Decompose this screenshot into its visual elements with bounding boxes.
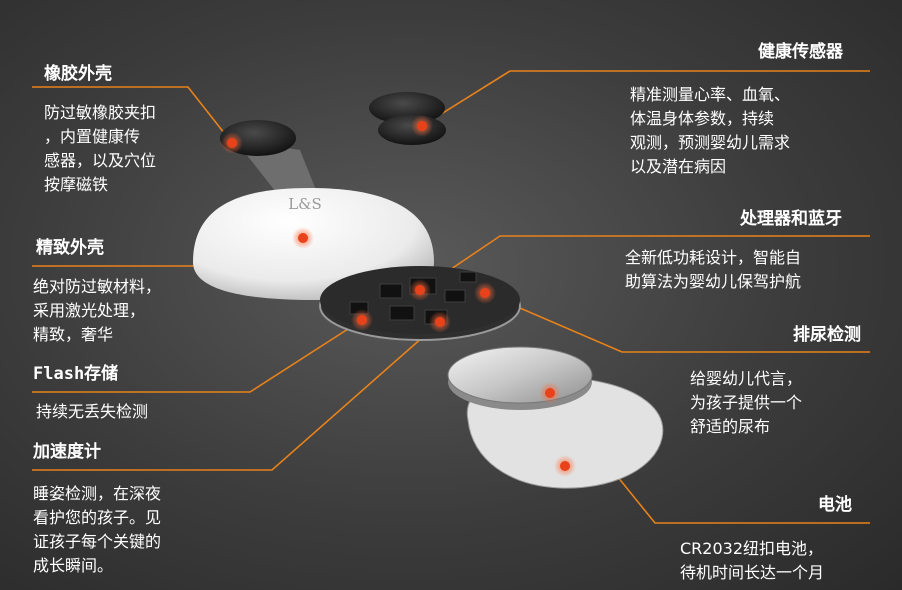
processor-title: 处理器和蓝牙 [740, 209, 842, 229]
leader-rubber-shell [32, 86, 233, 144]
dot-accelerometer [429, 311, 451, 333]
health-sensor-desc: 精准测量心率、血氧、 体温身体参数，持续 观测，预测婴幼儿需求 以及潜在病因 [630, 85, 791, 176]
leader-flash [32, 319, 363, 393]
fine-shell-title: 精致外壳 [36, 238, 104, 258]
dot-urine [474, 282, 496, 304]
flash-desc: 持续无丢失检测 [36, 402, 149, 421]
leader-accelerometer [32, 321, 441, 471]
accelerometer-desc: 睡姿检测，在深夜 看护您的孩子。见 证孩子每个关键的 成长瞬间。 [33, 484, 162, 575]
shell-logo: L&S [288, 195, 322, 213]
accelerometer-title: 加速度计 [33, 442, 101, 462]
leader-lines [32, 70, 870, 524]
processor-desc: 全新低功耗设计，智能自 助算法为婴幼儿保驾护航 [625, 248, 802, 291]
rubber-shell-title: 橡胶外壳 [44, 64, 112, 84]
battery-title: 电池 [818, 495, 852, 515]
dot-rubber-shell [221, 132, 243, 154]
indicator-dots [221, 115, 576, 477]
battery-desc: CR2032纽扣电池， 待机时间长达一个月 [680, 539, 825, 582]
health-sensor-title: 健康传感器 [758, 42, 843, 62]
fine-shell-desc: 绝对防过敏材料， 采用激光处理， 精致，奢华 [33, 277, 162, 344]
dot-processor [409, 279, 431, 301]
dot-flash [351, 309, 373, 331]
rubber-shell-desc: 防过敏橡胶夹扣 ，内置健康传 感器，以及穴位 按摩磁铁 [44, 103, 157, 194]
leader-urine [484, 292, 870, 353]
dot-health-sensor [411, 115, 433, 137]
leader-health-sensor [421, 70, 870, 127]
urine-title: 排尿检测 [793, 325, 861, 345]
dot-battery [539, 382, 561, 404]
dot-fine-shell [292, 227, 314, 249]
dot-tray [554, 455, 576, 477]
battery-top [447, 346, 593, 404]
urine-desc: 给婴幼儿代言， 为孩子提供一个 舒适的尿布 [690, 369, 803, 436]
flash-title: Flash存储 [33, 364, 119, 384]
